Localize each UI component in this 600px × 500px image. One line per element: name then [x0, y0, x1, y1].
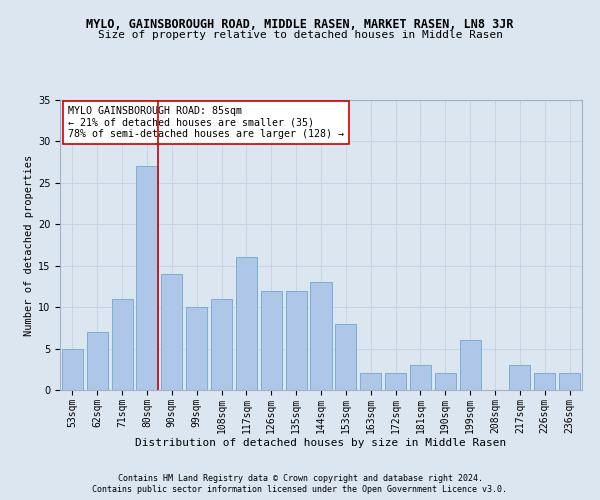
Bar	[410, 365, 431, 390]
X-axis label: Distribution of detached houses by size in Middle Rasen: Distribution of detached houses by size …	[136, 438, 506, 448]
Bar	[335, 324, 356, 390]
Bar	[534, 374, 555, 390]
Bar	[211, 299, 232, 390]
Bar	[559, 374, 580, 390]
Bar	[112, 299, 133, 390]
Bar	[310, 282, 332, 390]
Bar	[509, 365, 530, 390]
Bar	[236, 258, 257, 390]
Text: MYLO, GAINSBOROUGH ROAD, MIDDLE RASEN, MARKET RASEN, LN8 3JR: MYLO, GAINSBOROUGH ROAD, MIDDLE RASEN, M…	[86, 18, 514, 30]
Bar	[435, 374, 456, 390]
Bar	[186, 307, 207, 390]
Bar	[87, 332, 108, 390]
Y-axis label: Number of detached properties: Number of detached properties	[23, 154, 34, 336]
Text: Contains public sector information licensed under the Open Government Licence v3: Contains public sector information licen…	[92, 485, 508, 494]
Bar	[62, 348, 83, 390]
Text: Contains HM Land Registry data © Crown copyright and database right 2024.: Contains HM Land Registry data © Crown c…	[118, 474, 482, 483]
Bar	[136, 166, 158, 390]
Bar	[161, 274, 182, 390]
Text: MYLO GAINSBOROUGH ROAD: 85sqm
← 21% of detached houses are smaller (35)
78% of s: MYLO GAINSBOROUGH ROAD: 85sqm ← 21% of d…	[68, 106, 344, 139]
Bar	[460, 340, 481, 390]
Text: Size of property relative to detached houses in Middle Rasen: Size of property relative to detached ho…	[97, 30, 503, 40]
Bar	[261, 290, 282, 390]
Bar	[385, 374, 406, 390]
Bar	[286, 290, 307, 390]
Bar	[360, 374, 381, 390]
